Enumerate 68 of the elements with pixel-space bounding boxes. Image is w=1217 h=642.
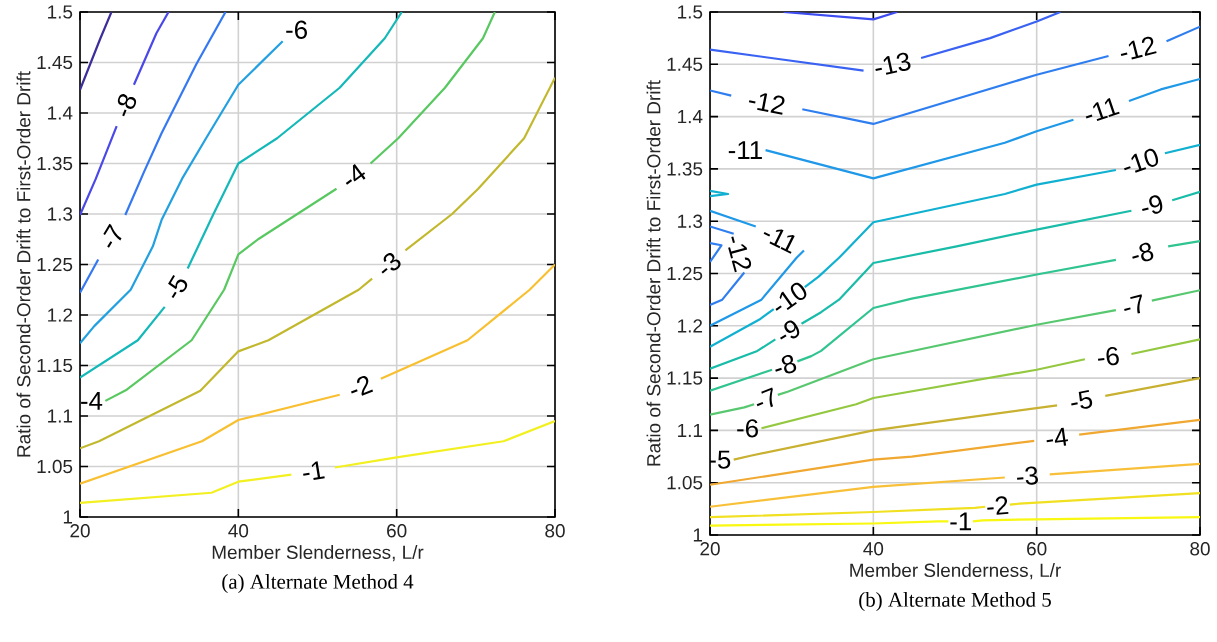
- series-label: -1: [950, 512, 971, 531]
- y-tick-label: 1.4: [48, 106, 73, 120]
- text: -8: [775, 355, 797, 374]
- text: -2: [351, 376, 374, 396]
- text: -4: [345, 164, 366, 185]
- y-tick-label: 1.25: [667, 266, 703, 281]
- y-tick-label: 1: [63, 510, 73, 524]
- y-tick-label: 1.25: [37, 257, 73, 272]
- y-tick-label: 1.2: [48, 308, 73, 322]
- y-tick-label: 1.45: [37, 55, 73, 70]
- y-tick-label: 1.35: [667, 162, 703, 176]
- y-tick-label: 1.5: [678, 5, 703, 19]
- text: -11: [1085, 97, 1120, 122]
- text: (b) Alternate Method 5: [859, 592, 1051, 612]
- x-tick-label: 80: [1190, 542, 1210, 556]
- series-label: -3: [1017, 466, 1038, 485]
- text: -6: [1097, 346, 1119, 366]
- line-series: [80, 40, 284, 345]
- text: -8: [1132, 242, 1154, 262]
- x-axis-title: Member Slenderness, L/r: [212, 545, 424, 562]
- y-tick-label: 1.3: [678, 214, 703, 228]
- text: (a) Alternate Method 4: [222, 574, 414, 594]
- text: -9: [780, 320, 800, 340]
- text: -8: [117, 94, 137, 117]
- y-tick-label: 1.35: [37, 156, 73, 171]
- y-axis-title: Ratio of Second-Order Drift to First-Order Drift: [16, 71, 31, 457]
- series-label: -4: [81, 391, 103, 410]
- text: -12: [1120, 36, 1157, 60]
- y-tick-label: 1.45: [667, 57, 703, 71]
- y-tick-label: 1.4: [678, 110, 703, 124]
- text: -5: [1071, 389, 1093, 409]
- series-label: -11: [728, 141, 762, 159]
- x-tick-label: 40: [863, 542, 884, 556]
- text: -3: [381, 253, 401, 274]
- x-tick-label: 60: [387, 524, 407, 538]
- text: -10: [1124, 148, 1159, 173]
- x-tick-label: 20: [700, 542, 720, 556]
- text: -12: [728, 236, 752, 273]
- text: -9: [1142, 195, 1163, 214]
- y-tick-label: 1.1: [678, 423, 703, 437]
- text: -5: [168, 275, 188, 299]
- x-tick-label: 40: [228, 524, 249, 538]
- text: -12: [748, 93, 785, 115]
- text: -10: [775, 282, 807, 311]
- y-tick-label: 1.05: [37, 459, 73, 474]
- y-tick-label: 1.5: [48, 5, 73, 19]
- text: -7: [103, 223, 122, 248]
- text: -1: [303, 461, 325, 480]
- y-tick-label: 1.1: [48, 409, 73, 423]
- text: -11: [763, 229, 795, 254]
- text: -7: [756, 387, 774, 408]
- y-tick-label: 1.15: [667, 371, 703, 385]
- y-tick-label: 1.3: [48, 207, 73, 221]
- y-axis-title: Ratio of Second-Order Drift to First-Order Drift: [646, 80, 661, 466]
- x-axis-title: Member Slenderness, L/r: [850, 563, 1061, 580]
- series-label: -6: [737, 419, 758, 438]
- y-tick-label: 1.05: [667, 476, 703, 490]
- text: -7: [1124, 294, 1142, 314]
- text: -13: [875, 52, 911, 75]
- y-tick-label: 1.15: [37, 358, 73, 373]
- y-tick-label: 1: [693, 528, 703, 542]
- series-label: -6: [286, 20, 307, 39]
- text: -4: [1046, 427, 1069, 446]
- series-label: -2: [987, 496, 1009, 515]
- x-tick-label: 60: [1027, 542, 1047, 556]
- x-tick-label: 20: [70, 524, 90, 538]
- y-tick-label: 1.2: [678, 319, 703, 333]
- x-tick-label: 80: [545, 524, 565, 538]
